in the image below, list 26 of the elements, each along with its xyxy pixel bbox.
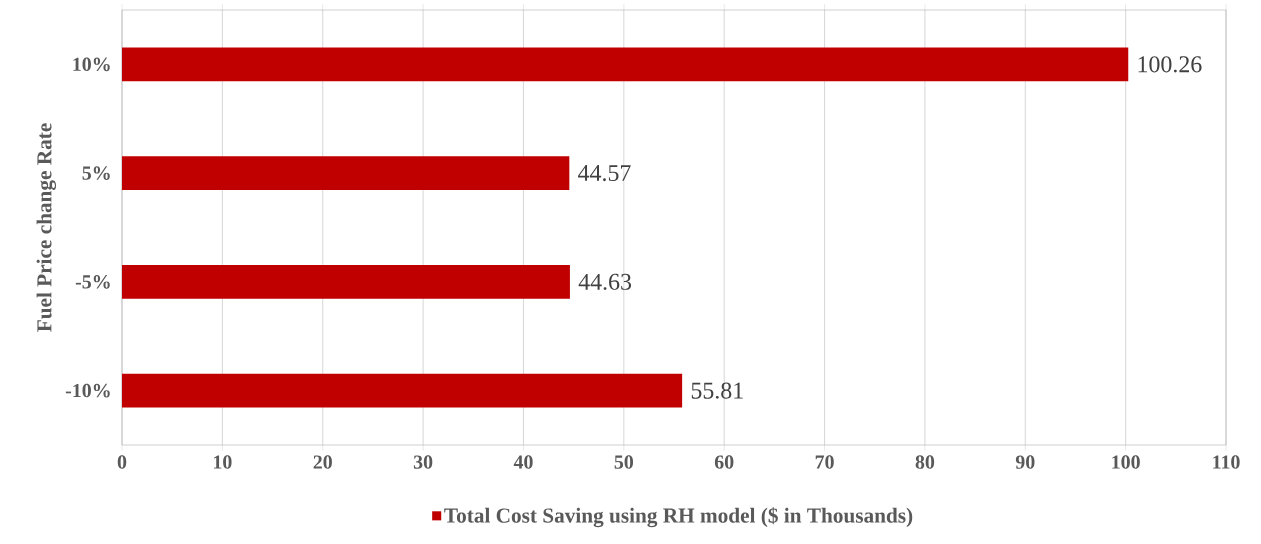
x-tick-label: 0 <box>117 455 127 469</box>
x-tick-label: 90 <box>1015 455 1035 469</box>
y-tick-label: -10% <box>65 383 110 398</box>
x-tick-label: 20 <box>313 455 332 469</box>
y-tick-label: -5% <box>75 275 110 289</box>
y-tick-label: 5% <box>82 166 110 180</box>
x-tick-label: 30 <box>413 455 433 469</box>
bar <box>122 47 1129 82</box>
data-label: 100.26 <box>1138 56 1202 73</box>
x-tick-label: 80 <box>915 455 935 469</box>
y-tick-label: 10% <box>73 57 110 72</box>
x-tick-label: 70 <box>815 455 834 469</box>
bar <box>122 156 570 190</box>
x-tick-label: 100 <box>1112 455 1140 469</box>
bar <box>122 265 570 299</box>
y-axis-title: Fuel Price change Rate <box>36 123 57 332</box>
legend-label: Total Cost Saving using RH model ($ in Thousands) <box>444 507 913 528</box>
x-tick-label: 50 <box>614 455 634 469</box>
data-label: 44.57 <box>578 165 631 182</box>
bar <box>122 373 683 408</box>
x-tick-label: 60 <box>714 455 734 469</box>
x-tick-label: 10 <box>214 455 232 469</box>
x-tick-label: 110 <box>1213 455 1240 469</box>
x-tick-label: 40 <box>513 455 533 469</box>
data-label: 55.81 <box>691 382 743 399</box>
data-label: 44.63 <box>578 273 632 290</box>
